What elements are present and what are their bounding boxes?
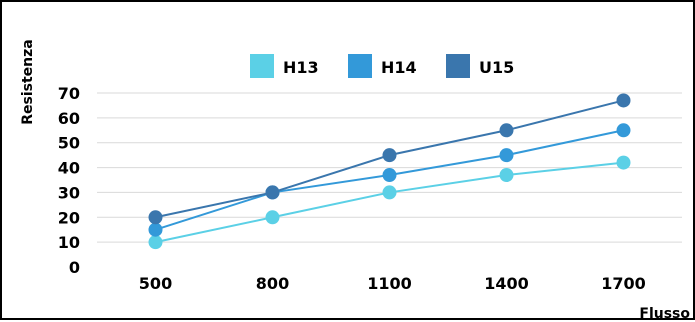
data-point-h13	[382, 185, 397, 200]
data-point-u15	[382, 148, 397, 163]
x-tick-label: 1400	[484, 274, 529, 293]
data-point-u15	[616, 93, 631, 108]
y-tick-label: 60	[58, 109, 80, 128]
y-tick-label: 0	[69, 258, 80, 277]
x-tick-label: 1100	[367, 274, 412, 293]
data-point-u15	[148, 210, 163, 225]
y-axis-ticks: 0 10 20 30 40 50 60 70	[58, 84, 80, 277]
data-point-u15	[499, 123, 514, 138]
y-tick-label: 10	[58, 233, 80, 252]
legend: H13 H14 U15	[250, 54, 514, 78]
data-point-h14	[148, 222, 163, 237]
y-tick-label: 50	[58, 134, 80, 153]
data-point-h13	[616, 155, 631, 170]
legend-label-h14: H14	[381, 58, 417, 77]
y-tick-label: 40	[58, 159, 80, 178]
data-point-h13	[265, 210, 280, 225]
data-point-h14	[382, 168, 397, 183]
x-axis-ticks: 500 800 1100 1400 1700	[139, 274, 646, 293]
y-tick-label: 30	[58, 183, 80, 202]
y-tick-label: 20	[58, 208, 80, 227]
legend-label-h13: H13	[283, 58, 319, 77]
legend-swatch-h13	[250, 54, 274, 78]
y-tick-label: 70	[58, 84, 80, 103]
legend-swatch-u15	[446, 54, 470, 78]
data-point-h13	[499, 168, 514, 183]
y-axis-title: Resistenza	[20, 39, 36, 125]
x-tick-label: 1700	[601, 274, 646, 293]
data-point-u15	[265, 185, 280, 200]
x-tick-label: 500	[139, 274, 172, 293]
data-point-h13	[148, 235, 163, 250]
legend-swatch-h14	[348, 54, 372, 78]
series-points	[148, 93, 631, 250]
x-tick-label: 800	[256, 274, 289, 293]
data-point-h14	[616, 123, 631, 138]
data-point-h14	[499, 148, 514, 163]
x-axis-title: Flusso	[639, 306, 690, 322]
legend-label-u15: U15	[479, 58, 514, 77]
